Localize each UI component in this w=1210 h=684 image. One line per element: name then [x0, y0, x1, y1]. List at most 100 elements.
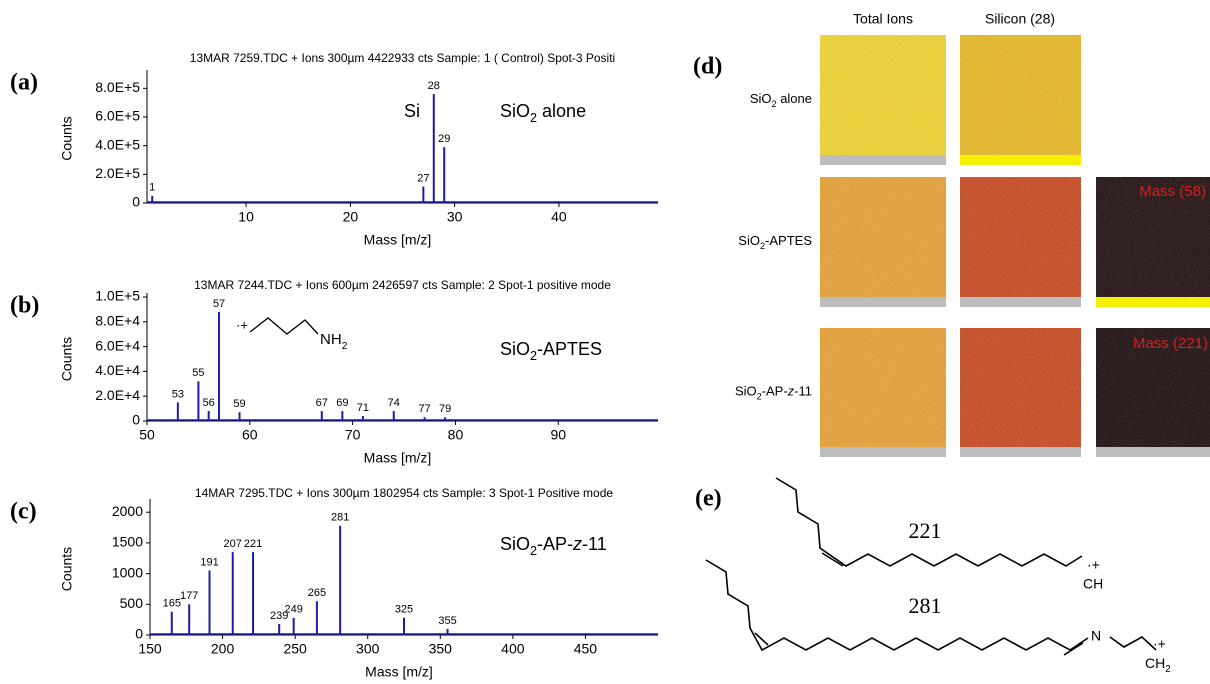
panel-letter: (d): [693, 54, 722, 80]
y-tick-label: 1.0E+5: [95, 288, 140, 304]
text-segment: SiO: [735, 384, 757, 399]
peak-label: 249: [285, 604, 303, 616]
y-axis-label: Counts: [59, 116, 75, 160]
y-tick-label: 4.0E+5: [95, 136, 140, 152]
text-segment: -11: [794, 384, 812, 399]
text-segment: alone: [777, 91, 812, 106]
text-segment: 2: [342, 340, 348, 352]
text-segment: 2: [772, 99, 777, 109]
peak-label: 53: [172, 388, 184, 400]
peak-label: 71: [357, 402, 369, 414]
chain-221: [775, 477, 1083, 567]
x-tick-label: 450: [574, 641, 598, 657]
peak-label: 191: [200, 556, 218, 568]
double-bond: [1063, 642, 1084, 656]
image-caption-bar: [820, 297, 946, 307]
image-caption-bar: [960, 155, 1081, 165]
ion-image-noise: [960, 177, 1081, 297]
chart-title: 14MAR 7295.TDC + Ions 300µm 1802954 cts …: [195, 486, 613, 500]
text-segment: -AP-: [762, 384, 788, 399]
ion-image-noise: [960, 328, 1081, 447]
peak-label: 59: [233, 398, 245, 410]
image-caption-bar: [820, 155, 946, 165]
x-tick-label: 250: [283, 641, 307, 657]
mass-label: 281: [909, 593, 942, 618]
text-segment: SiO: [738, 233, 760, 248]
radical-mark: ·+: [1153, 636, 1166, 652]
peak-label: 56: [203, 397, 215, 409]
ion-image-noise: [960, 35, 1081, 155]
overlay-label: Mass (58): [1139, 183, 1206, 200]
image-caption-bar: [1096, 447, 1210, 457]
mass-label: 221: [909, 518, 942, 543]
ion-image-noise: [1096, 177, 1210, 297]
y-tick-label: 8.0E+4: [95, 313, 140, 329]
peak-label: 57: [213, 298, 225, 310]
image-caption-bar: [1096, 297, 1210, 307]
image-caption-bar: [820, 447, 946, 457]
sample-label: SiO2 alone: [500, 101, 586, 126]
x-tick-label: 200: [211, 641, 235, 657]
x-axis-label: Mass [m/z]: [364, 232, 432, 248]
y-axis-label: Counts: [59, 547, 75, 591]
y-tick-label: 500: [120, 595, 144, 611]
atom-label: N: [1091, 628, 1101, 644]
chain-tail: [1109, 636, 1157, 651]
peak-label: 79: [439, 403, 451, 415]
y-tick-label: 4.0E+4: [95, 362, 140, 378]
y-tick-label: 0: [132, 194, 140, 210]
radical-mark: ·+: [1087, 557, 1100, 573]
x-axis-label: Mass [m/z]: [364, 450, 432, 466]
x-tick-label: 300: [356, 641, 380, 657]
peak-label: 207: [224, 538, 242, 550]
x-tick-label: 350: [429, 641, 453, 657]
row-label: SiO2 alone: [750, 91, 812, 109]
peak-label: 74: [388, 397, 400, 409]
image-caption-bar: [960, 297, 1081, 307]
text-segment: 2: [530, 544, 537, 558]
y-tick-label: 1500: [112, 534, 143, 550]
peak-label: 28: [428, 80, 440, 92]
x-tick-label: 70: [345, 427, 361, 443]
text-segment: SiO: [500, 101, 530, 121]
panel-letter: (b): [10, 293, 39, 319]
structure-label: NH2: [320, 331, 348, 352]
peak-label: 55: [192, 367, 204, 379]
sample-label: SiO2-APTES: [500, 339, 602, 364]
radical-mark: ·+: [236, 317, 248, 332]
x-tick-label: 60: [242, 427, 258, 443]
x-tick-label: 90: [550, 427, 566, 443]
text-segment: z: [572, 534, 582, 554]
x-tick-label: 400: [501, 641, 525, 657]
text-segment: alone: [537, 101, 586, 121]
y-tick-label: 2.0E+4: [95, 387, 140, 403]
text-segment: NH: [320, 331, 342, 348]
x-axis-label: Mass [m/z]: [365, 664, 433, 680]
column-header: Total Ions: [853, 11, 913, 27]
text-segment: SiO: [750, 91, 772, 106]
panel-letter: (a): [10, 70, 38, 96]
chart-title: 13MAR 7244.TDC + Ions 600µm 2426597 cts …: [194, 278, 611, 292]
double-bond: [754, 632, 769, 646]
x-tick-label: 40: [551, 209, 567, 225]
y-tick-label: 6.0E+5: [95, 108, 140, 124]
row-label: SiO2-APTES: [738, 233, 812, 251]
structure: [705, 477, 1157, 656]
peak-label: 325: [395, 604, 413, 616]
text-segment: CH: [1145, 655, 1165, 671]
text-segment: 2: [530, 111, 537, 125]
ion-image-noise: [1096, 328, 1210, 447]
peak-label: 239: [270, 610, 288, 622]
x-tick-label: 20: [343, 209, 359, 225]
peak-label: 69: [336, 397, 348, 409]
peak-label: 221: [244, 538, 262, 550]
text-segment: 2: [1165, 664, 1170, 675]
y-tick-label: 6.0E+4: [95, 337, 140, 353]
text-segment: -AP-: [537, 534, 573, 554]
text-segment: z: [787, 384, 795, 399]
peak-label: 27: [417, 172, 429, 184]
x-tick-label: 50: [139, 427, 155, 443]
chain-281: [705, 559, 1089, 652]
text-segment: 2: [757, 392, 762, 402]
